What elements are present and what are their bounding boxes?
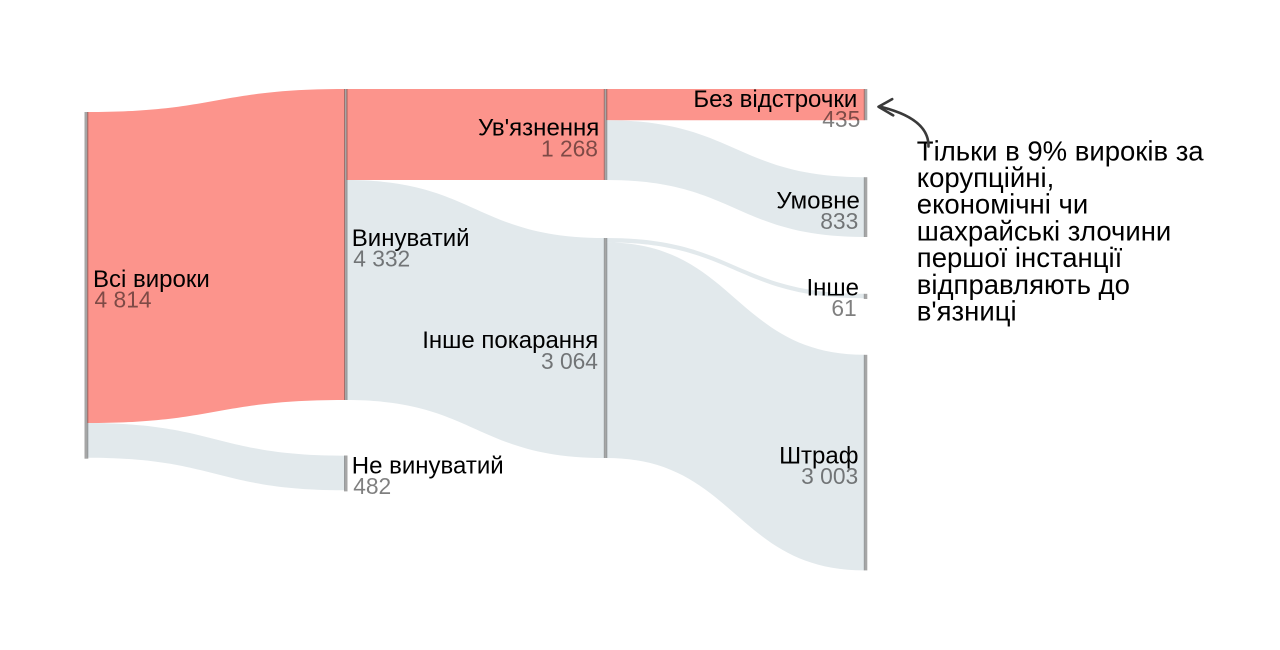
svg-text:шахрайські злочини: шахрайські злочини	[917, 216, 1172, 247]
svg-text:61: 61	[831, 295, 856, 321]
svg-text:482: 482	[353, 473, 391, 499]
svg-text:3 064: 3 064	[541, 348, 598, 374]
svg-text:4 332: 4 332	[353, 246, 410, 272]
svg-text:Ув'язнення: Ув'язнення	[478, 115, 599, 142]
svg-text:Тільки в 9% вироків за: Тільки в 9% вироків за	[917, 135, 1205, 166]
svg-text:Штраф: Штраф	[779, 442, 858, 469]
svg-text:Інше покарання: Інше покарання	[422, 327, 598, 354]
svg-text:1 268: 1 268	[541, 136, 598, 162]
svg-text:в'язниці: в'язниці	[917, 296, 1017, 327]
svg-text:3 003: 3 003	[801, 463, 858, 489]
svg-text:Всі вироки: Всі вироки	[93, 266, 210, 293]
svg-text:Винуватий: Винуватий	[352, 225, 470, 252]
svg-text:Без відстрочки: Без відстрочки	[693, 86, 857, 113]
svg-text:Інше: Інше	[806, 274, 859, 301]
svg-text:економічні чи: економічні чи	[917, 189, 1088, 220]
svg-text:Умовне: Умовне	[776, 187, 859, 214]
svg-text:першої інстанції: першої інстанції	[917, 242, 1123, 273]
svg-text:корупційні,: корупційні,	[917, 162, 1054, 193]
svg-text:Не винуватий: Не винуватий	[352, 453, 504, 480]
svg-text:435: 435	[822, 106, 860, 132]
svg-text:відправляють до: відправляють до	[917, 269, 1130, 300]
svg-text:833: 833	[820, 208, 858, 234]
svg-text:4 814: 4 814	[95, 287, 152, 313]
